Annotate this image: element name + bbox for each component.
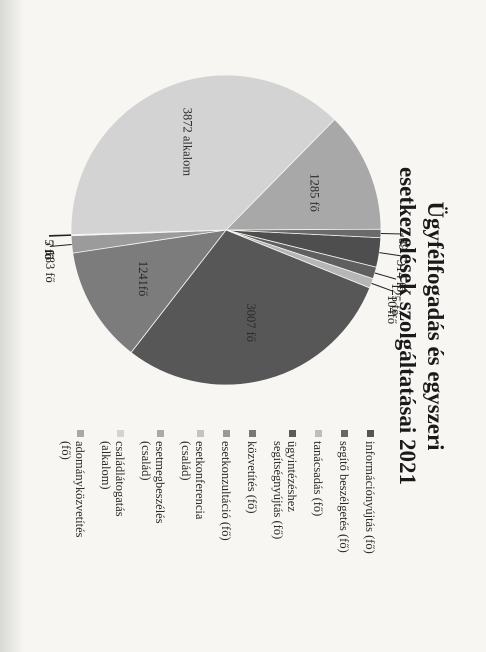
legend-swatch-0	[367, 430, 374, 437]
legend: információnyújtás (fő) segítő beszélgetés…	[59, 430, 377, 554]
legend-label-8-line2: (alkalom)	[99, 441, 113, 490]
legend-label-6-line2: (család)	[179, 441, 193, 481]
legend-label-2: tanácsadás (fő)	[311, 441, 325, 516]
legend-label-8: családlátogatás	[113, 441, 127, 517]
slice-label-10: 89	[396, 238, 410, 251]
pie-slices	[70, 74, 382, 386]
legend-swatch-5	[223, 430, 230, 437]
slice-label-1: 125 fő	[389, 283, 403, 315]
legend-swatch-4	[249, 430, 256, 437]
legend-label-5: esetkonzultáció (fő)	[219, 441, 233, 541]
chart-title-line-2: esetkezelések szolgáltatásai 2021	[395, 167, 420, 485]
legend-label-1: segítő beszélgetés (fő)	[337, 441, 351, 553]
legend-swatch-8	[117, 430, 124, 437]
legend-swatch-2	[315, 430, 322, 437]
scan-edge-shadow	[0, 0, 24, 652]
leader-line-0	[379, 252, 402, 257]
leader-line-6	[49, 234, 72, 237]
legend-swatch-6	[197, 430, 204, 437]
pie-slice-9	[225, 118, 382, 231]
legend-swatch-9	[77, 430, 84, 437]
rotated-chart-frame: Ügyfélfogadás és egyszeri esetkezelések …	[42, 74, 448, 554]
slice-label-0: 314 fő	[394, 260, 408, 292]
slice-label-4: 1241fő	[136, 261, 150, 296]
legend-label-0: információnyújtás (fő)	[363, 441, 377, 554]
legend-label-9-line2: (fő)	[59, 441, 73, 460]
leader-line-7	[49, 234, 72, 237]
legend-swatch-7	[157, 430, 164, 437]
slice-label-9: 1285 fő	[308, 173, 322, 212]
chart-title-line-1: Ügyfélfogadás és egyszeri	[423, 201, 448, 451]
slice-label-6: 7 fő	[42, 240, 56, 260]
leader-line-2	[371, 282, 393, 292]
legend-label-4: közvetítés (fő)	[245, 441, 259, 514]
legend-label-6: esetkonferencia	[193, 441, 207, 520]
legend-label-3-line2: segítségnyújtás (fő)	[271, 441, 285, 539]
slice-label-8: 3872 alkalom	[181, 108, 195, 177]
leader-line-1	[374, 272, 397, 280]
slice-label-3: 3007 fő	[244, 303, 258, 342]
slice-label-5: 183 fő	[43, 251, 57, 283]
pie-slice-10	[225, 228, 382, 239]
slice-label-2: 104fő	[385, 295, 399, 324]
pie-slice-8	[70, 74, 336, 236]
legend-label-7: esetmegbeszélés	[153, 441, 167, 524]
leader-lines	[49, 233, 403, 292]
legend-label-9: adományközvetítés	[73, 441, 87, 538]
legend-label-7-line2: (család)	[139, 441, 153, 481]
legend-label-3: ügyintézéshez	[285, 441, 299, 512]
slice-label-7: 5 fő	[42, 240, 56, 260]
legend-swatch-1	[341, 430, 348, 437]
pie-slice-3	[130, 229, 371, 386]
leader-line-5	[49, 243, 72, 248]
legend-swatch-3	[289, 430, 296, 437]
pie-slice-4	[72, 229, 227, 354]
